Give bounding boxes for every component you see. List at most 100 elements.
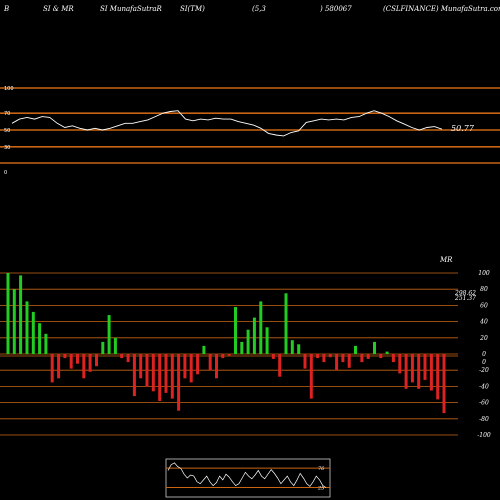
mr-bar — [309, 354, 313, 399]
mr-y-tick-label: -60 — [479, 400, 489, 407]
rsi-series-line — [11, 110, 443, 137]
mr-bar — [145, 354, 149, 387]
mr-bar — [227, 354, 231, 356]
mr-bar — [95, 354, 98, 367]
mr-bar — [417, 354, 421, 389]
mini-panel-border — [165, 458, 331, 498]
mr-bar — [360, 354, 364, 363]
mr-bar — [423, 354, 427, 380]
mr-annotation: 298.62 — [454, 290, 476, 297]
header-b: B — [4, 5, 10, 13]
mr-bar — [50, 354, 54, 383]
mini-panel: 76 25 — [165, 458, 331, 498]
mr-bar — [177, 354, 181, 411]
mr-bar — [76, 354, 79, 364]
mr-bar — [158, 354, 162, 401]
mr-bar — [183, 354, 187, 379]
mr-bar — [221, 354, 225, 359]
mr-y-tick-label: -20 — [479, 367, 489, 374]
mr-y-tick-label: 0 — [482, 359, 486, 366]
rsi-panel: 100 70 50 30 0 50.77 — [0, 86, 500, 176]
mr-bar — [436, 354, 440, 400]
mr-bar — [429, 354, 433, 391]
mr-bar — [347, 354, 351, 368]
mr-bar — [208, 354, 212, 371]
mr-y-tick-label: 100 — [478, 270, 490, 277]
rsi-y-tick-label: 30 — [4, 145, 10, 151]
mr-bar — [69, 354, 73, 369]
mr-panel: 1008060402000-20-40-60-80-100MR298.62251… — [0, 256, 491, 439]
header-si-mr: SI & MR — [43, 5, 74, 13]
mr-bar — [63, 354, 67, 359]
mr-bar — [44, 333, 48, 355]
mr-annotation: 251.37 — [454, 295, 476, 302]
rsi-last-value-label: 50.77 — [451, 124, 475, 133]
rsi-y-tick-label: 100 — [4, 86, 14, 92]
mr-bar — [246, 329, 250, 354]
mr-bar — [259, 301, 263, 355]
rsi-y-tick-label: 0 — [4, 170, 7, 176]
mr-bar — [132, 354, 136, 397]
mr-bar — [442, 354, 446, 414]
mr-bar — [151, 354, 155, 392]
mr-y-tick-label: 20 — [479, 335, 488, 342]
mr-y-tick-label: 80 — [480, 286, 488, 293]
mr-bar — [284, 293, 288, 355]
mr-bar — [373, 341, 376, 355]
mr-y-tick-label: 40 — [479, 319, 488, 326]
mr-bar — [410, 354, 414, 383]
mr-bar — [234, 307, 237, 354]
mr-bar — [316, 354, 320, 359]
mr-bar — [278, 354, 282, 377]
mr-bar — [139, 354, 143, 379]
mr-bar — [57, 354, 61, 379]
mr-bar — [290, 340, 294, 354]
mr-bar — [297, 344, 301, 354]
mr-bar — [404, 354, 408, 389]
mr-bar — [328, 354, 332, 358]
header-params: (5,3 — [252, 5, 266, 13]
mr-y-tick-label: 0 — [482, 351, 486, 358]
mr-title: MR — [439, 256, 453, 264]
mr-bar — [6, 273, 10, 354]
mini-y-tick-label: 25 — [317, 486, 324, 492]
mr-bar — [196, 354, 200, 375]
mr-bar — [215, 354, 218, 379]
mr-bar — [366, 354, 370, 359]
mr-bar — [107, 315, 111, 354]
mr-bar — [303, 354, 307, 369]
rsi-y-tick-label: 50 — [4, 128, 10, 134]
mr-bar — [252, 317, 256, 355]
header-si-tm: SI(TM) — [180, 5, 205, 13]
mr-bar — [82, 354, 86, 379]
mr-bar — [322, 354, 326, 363]
mr-y-tick-label: -100 — [477, 432, 491, 439]
mr-bar — [398, 354, 402, 374]
mini-y-tick-label: 76 — [318, 466, 325, 472]
rsi-y-tick-label: 70 — [4, 111, 10, 117]
mr-bar — [12, 289, 16, 354]
mr-bar — [126, 354, 130, 363]
header-si-munafasutra: SI MunafaSutraR — [100, 5, 162, 13]
mr-bar — [120, 354, 124, 359]
header-code: ) 580067 — [320, 5, 352, 13]
header-symbol: (CSLFINANCE) MunafaSutra.com — [383, 5, 500, 13]
mr-bar — [88, 354, 92, 372]
mr-bar — [170, 354, 174, 399]
mr-y-tick-label: -80 — [479, 416, 489, 423]
mr-bar — [341, 354, 345, 363]
mini-series-line — [167, 462, 327, 488]
mr-bar — [202, 345, 206, 354]
mr-bar — [19, 275, 23, 354]
mr-bar — [189, 354, 193, 383]
mr-y-tick-label: 60 — [480, 302, 488, 309]
mr-bar — [265, 327, 269, 354]
mr-bar — [25, 301, 29, 355]
mr-bar — [113, 337, 117, 354]
mr-bar — [240, 341, 244, 355]
mr-bar — [31, 311, 35, 354]
mr-bar — [354, 345, 357, 354]
mr-bar — [38, 323, 42, 354]
mr-y-tick-label: -40 — [479, 383, 489, 390]
